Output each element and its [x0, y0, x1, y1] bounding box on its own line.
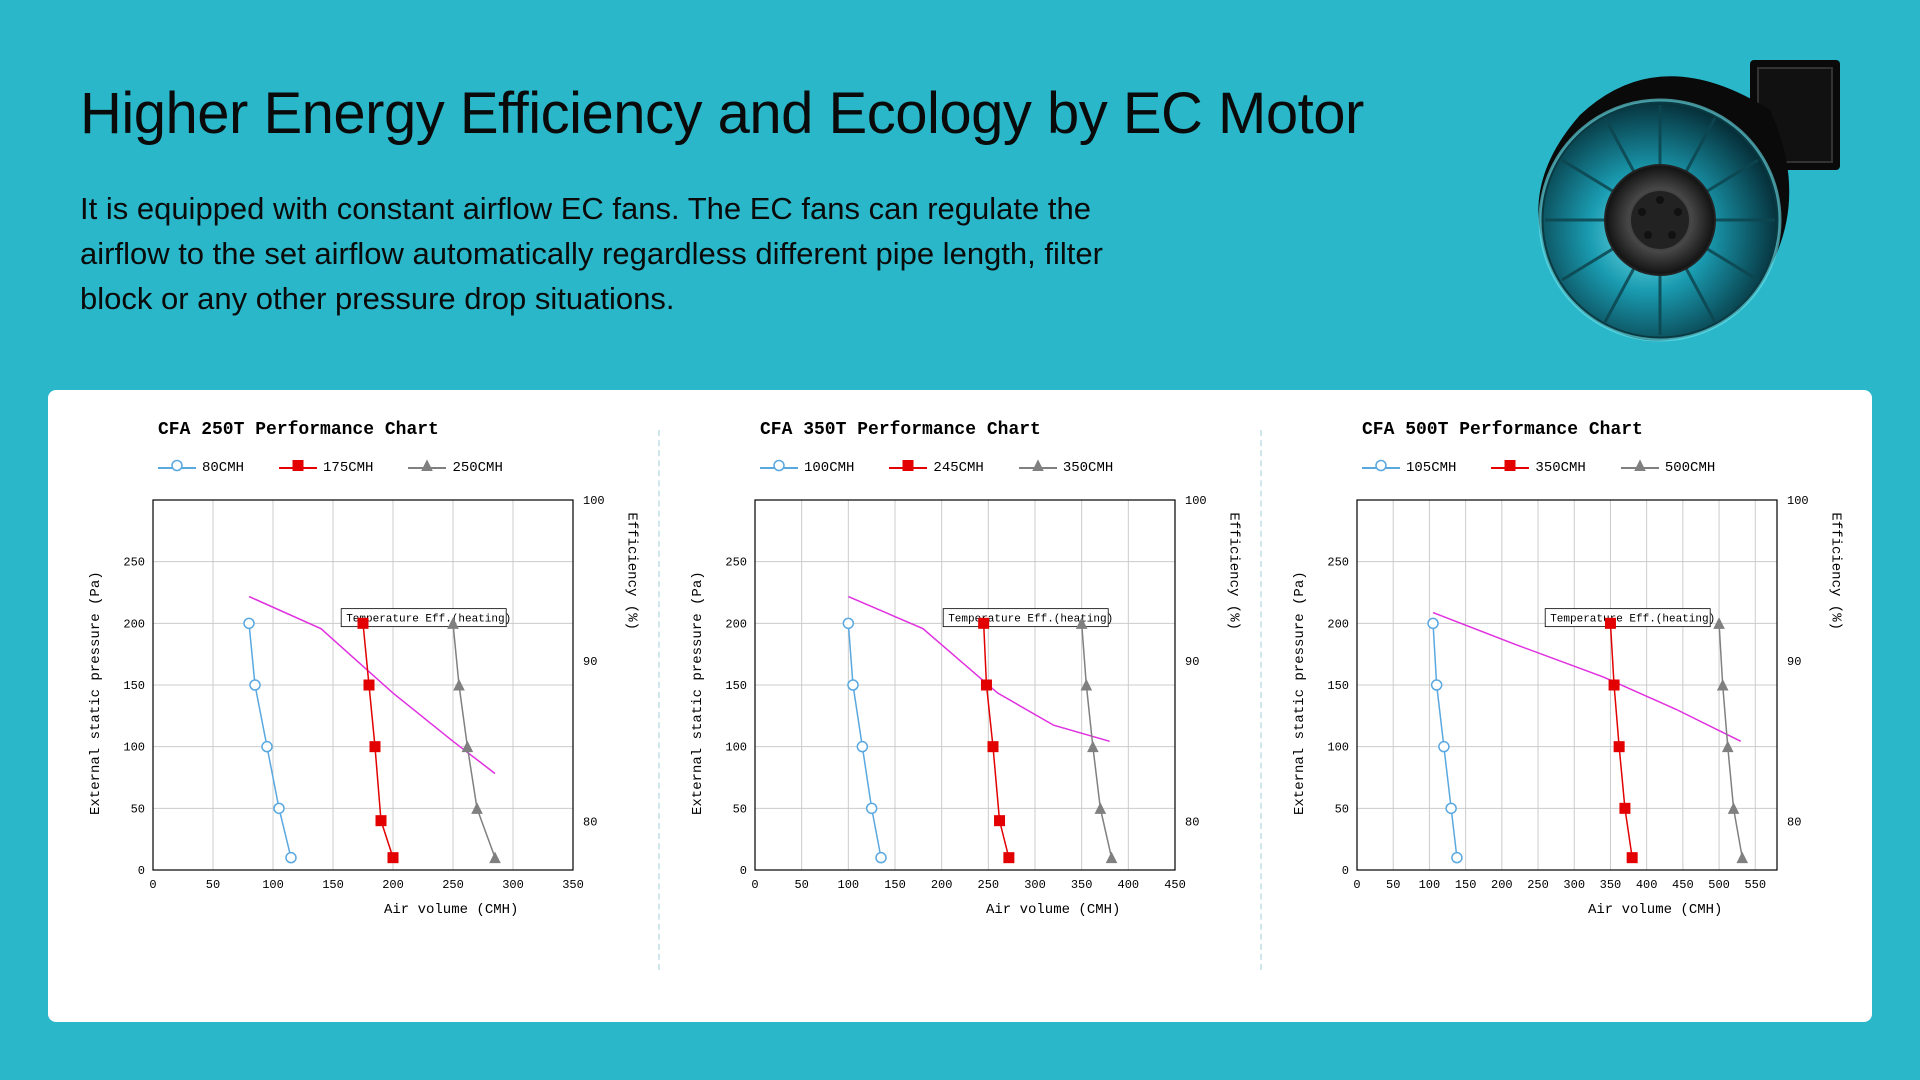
svg-text:0: 0 — [149, 878, 156, 892]
x-axis-label: Air volume (CMH) — [1588, 902, 1722, 918]
chart-plot: 0 50 100 150 200 250 0 50 100 150 200 250 300 350 80 90… — [68, 490, 628, 930]
svg-text:Temperature Eff.(heating): Temperature Eff.(heating) — [1550, 614, 1715, 626]
svg-text:100: 100 — [1327, 741, 1349, 755]
legend-item: 350CMH — [1491, 460, 1585, 476]
svg-text:0: 0 — [740, 864, 747, 878]
svg-text:400: 400 — [1118, 878, 1140, 892]
chart-divider — [658, 430, 660, 970]
svg-text:150: 150 — [1327, 679, 1349, 693]
svg-text:150: 150 — [322, 878, 344, 892]
svg-text:150: 150 — [123, 679, 145, 693]
svg-text:200: 200 — [1491, 878, 1513, 892]
svg-text:450: 450 — [1672, 878, 1694, 892]
svg-text:50: 50 — [733, 802, 747, 816]
legend-item: 245CMH — [889, 460, 983, 476]
chart-cfa250t: CFA 250T Performance Chart 80CMH 175CMH 250… — [68, 420, 648, 980]
svg-text:150: 150 — [725, 679, 747, 693]
svg-text:150: 150 — [1455, 878, 1477, 892]
svg-text:80: 80 — [1787, 816, 1801, 830]
svg-text:250: 250 — [123, 556, 145, 570]
svg-text:250: 250 — [978, 878, 1000, 892]
svg-text:250: 250 — [1327, 556, 1349, 570]
legend-item: 100CMH — [760, 460, 854, 476]
svg-text:350: 350 — [1071, 878, 1093, 892]
svg-text:100: 100 — [262, 878, 284, 892]
svg-text:400: 400 — [1636, 878, 1658, 892]
page-description: It is equipped with constant airflow EC … — [80, 187, 1180, 322]
page-title: Higher Energy Efficiency and Ecology by … — [80, 80, 1380, 147]
chart-plot: 0 50 100 150 200 250 0 50 100 150 200 250 300 350 400 4… — [670, 490, 1230, 930]
chart-title: CFA 250T Performance Chart — [158, 420, 439, 440]
svg-text:200: 200 — [1327, 617, 1349, 631]
y-right-axis-label: Efficiency (%) — [624, 512, 640, 630]
legend-item: 500CMH — [1621, 460, 1715, 476]
svg-text:50: 50 — [206, 878, 220, 892]
svg-text:250: 250 — [442, 878, 464, 892]
svg-text:300: 300 — [1563, 878, 1585, 892]
y-left-axis-label: External static pressure (Pa) — [88, 571, 104, 815]
chart-cfa500t: CFA 500T Performance Chart 105CMH 350CMH 50… — [1272, 420, 1852, 980]
svg-text:550: 550 — [1744, 878, 1766, 892]
svg-text:100: 100 — [123, 741, 145, 755]
svg-text:Temperature Eff.(heating): Temperature Eff.(heating) — [948, 614, 1113, 626]
chart-legend: 80CMH 175CMH 250CMH — [158, 460, 578, 476]
svg-text:450: 450 — [1164, 878, 1186, 892]
chart-legend: 105CMH 350CMH 500CMH — [1362, 460, 1782, 476]
chart-title: CFA 350T Performance Chart — [760, 420, 1041, 440]
svg-text:100: 100 — [1787, 494, 1809, 508]
svg-text:250: 250 — [1527, 878, 1549, 892]
svg-text:100: 100 — [725, 741, 747, 755]
legend-item: 175CMH — [279, 460, 373, 476]
svg-text:Temperature Eff.(heating): Temperature Eff.(heating) — [346, 614, 511, 626]
svg-text:200: 200 — [931, 878, 953, 892]
svg-text:50: 50 — [131, 802, 145, 816]
svg-text:200: 200 — [123, 617, 145, 631]
ec-fan-illustration — [1510, 40, 1850, 360]
svg-text:0: 0 — [751, 878, 758, 892]
header: Higher Energy Efficiency and Ecology by … — [80, 80, 1380, 322]
svg-text:100: 100 — [1419, 878, 1441, 892]
svg-text:200: 200 — [725, 617, 747, 631]
legend-item: 80CMH — [158, 460, 244, 476]
chart-legend: 100CMH 245CMH 350CMH — [760, 460, 1180, 476]
svg-text:50: 50 — [1386, 878, 1400, 892]
svg-text:200: 200 — [382, 878, 404, 892]
svg-text:100: 100 — [838, 878, 860, 892]
chart-plot: 0 50 100 150 200 250 0 50 100 150 200 250 300 350 400 4… — [1272, 490, 1832, 930]
svg-text:50: 50 — [1335, 802, 1349, 816]
y-left-axis-label: External static pressure (Pa) — [1292, 571, 1308, 815]
chart-title: CFA 500T Performance Chart — [1362, 420, 1643, 440]
svg-text:0: 0 — [1353, 878, 1360, 892]
y-right-axis-label: Efficiency (%) — [1226, 512, 1242, 630]
legend-item: 350CMH — [1019, 460, 1113, 476]
svg-text:100: 100 — [1185, 494, 1207, 508]
svg-text:90: 90 — [583, 655, 597, 669]
chart-divider — [1260, 430, 1262, 970]
svg-text:0: 0 — [138, 864, 145, 878]
x-axis-label: Air volume (CMH) — [986, 902, 1120, 918]
legend-item: 105CMH — [1362, 460, 1456, 476]
svg-text:100: 100 — [583, 494, 605, 508]
svg-text:50: 50 — [794, 878, 808, 892]
x-axis-label: Air volume (CMH) — [384, 902, 518, 918]
svg-text:150: 150 — [884, 878, 906, 892]
svg-text:300: 300 — [1024, 878, 1046, 892]
svg-text:90: 90 — [1185, 655, 1199, 669]
chart-cfa350t: CFA 350T Performance Chart 100CMH 245CMH 35… — [670, 420, 1250, 980]
y-right-axis-label: Efficiency (%) — [1828, 512, 1844, 630]
svg-text:300: 300 — [502, 878, 524, 892]
y-left-axis-label: External static pressure (Pa) — [690, 571, 706, 815]
svg-text:0: 0 — [1342, 864, 1349, 878]
svg-text:350: 350 — [562, 878, 584, 892]
svg-text:80: 80 — [1185, 816, 1199, 830]
svg-text:500: 500 — [1708, 878, 1730, 892]
svg-text:250: 250 — [725, 556, 747, 570]
svg-text:90: 90 — [1787, 655, 1801, 669]
charts-panel: CFA 250T Performance Chart 80CMH 175CMH 250… — [48, 390, 1872, 1022]
svg-text:350: 350 — [1600, 878, 1622, 892]
svg-text:80: 80 — [583, 816, 597, 830]
legend-item: 250CMH — [408, 460, 502, 476]
